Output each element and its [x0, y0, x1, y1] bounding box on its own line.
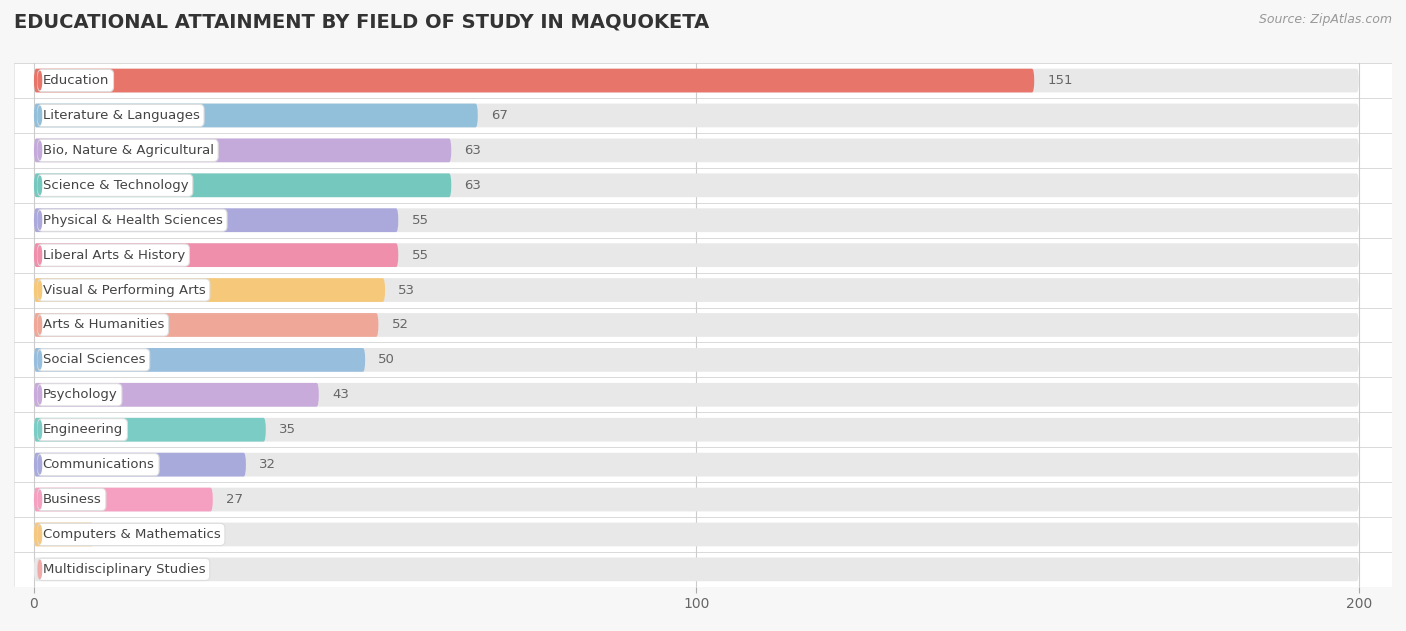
FancyBboxPatch shape [34, 208, 398, 232]
FancyBboxPatch shape [34, 488, 212, 511]
Circle shape [38, 107, 42, 124]
FancyBboxPatch shape [14, 273, 1392, 307]
FancyBboxPatch shape [14, 517, 1392, 552]
Circle shape [38, 281, 42, 299]
FancyBboxPatch shape [34, 383, 1358, 406]
FancyBboxPatch shape [34, 418, 266, 442]
Circle shape [38, 71, 42, 90]
Circle shape [38, 456, 42, 474]
FancyBboxPatch shape [14, 552, 1392, 587]
FancyBboxPatch shape [14, 63, 1392, 98]
Text: Business: Business [42, 493, 101, 506]
Circle shape [38, 490, 42, 509]
Text: 43: 43 [332, 388, 349, 401]
FancyBboxPatch shape [34, 558, 1358, 581]
Circle shape [38, 176, 42, 194]
FancyBboxPatch shape [14, 133, 1392, 168]
FancyBboxPatch shape [34, 348, 1358, 372]
FancyBboxPatch shape [34, 208, 1358, 232]
Circle shape [38, 560, 42, 579]
Text: 151: 151 [1047, 74, 1073, 87]
FancyBboxPatch shape [34, 69, 1035, 92]
FancyBboxPatch shape [14, 307, 1392, 343]
FancyBboxPatch shape [14, 168, 1392, 203]
FancyBboxPatch shape [34, 174, 1358, 197]
FancyBboxPatch shape [14, 447, 1392, 482]
Text: Science & Technology: Science & Technology [42, 179, 188, 192]
FancyBboxPatch shape [34, 244, 398, 267]
Text: 55: 55 [412, 249, 429, 262]
FancyBboxPatch shape [34, 139, 451, 162]
Text: 55: 55 [412, 214, 429, 227]
Text: 53: 53 [398, 283, 415, 297]
Text: Computers & Mathematics: Computers & Mathematics [42, 528, 221, 541]
FancyBboxPatch shape [34, 453, 1358, 476]
FancyBboxPatch shape [34, 522, 1358, 546]
Text: Social Sciences: Social Sciences [42, 353, 145, 367]
Circle shape [38, 141, 42, 160]
FancyBboxPatch shape [34, 139, 1358, 162]
FancyBboxPatch shape [14, 377, 1392, 412]
Text: 50: 50 [378, 353, 395, 367]
Circle shape [38, 351, 42, 369]
FancyBboxPatch shape [34, 522, 94, 546]
Circle shape [38, 526, 42, 543]
Text: Communications: Communications [42, 458, 155, 471]
Circle shape [38, 246, 42, 264]
FancyBboxPatch shape [14, 203, 1392, 238]
FancyBboxPatch shape [14, 98, 1392, 133]
FancyBboxPatch shape [34, 418, 1358, 442]
FancyBboxPatch shape [34, 69, 1358, 92]
Text: Visual & Performing Arts: Visual & Performing Arts [42, 283, 205, 297]
Text: Psychology: Psychology [42, 388, 117, 401]
FancyBboxPatch shape [34, 488, 1358, 511]
Text: Physical & Health Sciences: Physical & Health Sciences [42, 214, 222, 227]
Text: Arts & Humanities: Arts & Humanities [42, 319, 165, 331]
FancyBboxPatch shape [34, 313, 1358, 337]
Circle shape [38, 421, 42, 439]
Text: Multidisciplinary Studies: Multidisciplinary Studies [42, 563, 205, 576]
Text: 67: 67 [491, 109, 508, 122]
Text: Bio, Nature & Agricultural: Bio, Nature & Agricultural [42, 144, 214, 157]
FancyBboxPatch shape [34, 278, 385, 302]
FancyBboxPatch shape [14, 412, 1392, 447]
FancyBboxPatch shape [34, 383, 319, 406]
Text: 9: 9 [107, 528, 115, 541]
Text: Liberal Arts & History: Liberal Arts & History [42, 249, 184, 262]
FancyBboxPatch shape [34, 244, 1358, 267]
Text: 27: 27 [226, 493, 243, 506]
Text: Engineering: Engineering [42, 423, 122, 436]
Text: EDUCATIONAL ATTAINMENT BY FIELD OF STUDY IN MAQUOKETA: EDUCATIONAL ATTAINMENT BY FIELD OF STUDY… [14, 13, 709, 32]
Text: 32: 32 [259, 458, 276, 471]
Circle shape [38, 211, 42, 229]
FancyBboxPatch shape [14, 482, 1392, 517]
FancyBboxPatch shape [34, 103, 478, 127]
Text: 63: 63 [464, 144, 481, 157]
Text: 52: 52 [392, 319, 409, 331]
Circle shape [38, 316, 42, 334]
Text: 63: 63 [464, 179, 481, 192]
Circle shape [38, 386, 42, 404]
FancyBboxPatch shape [34, 278, 1358, 302]
Text: Education: Education [42, 74, 108, 87]
FancyBboxPatch shape [34, 103, 1358, 127]
FancyBboxPatch shape [34, 313, 378, 337]
Text: Source: ZipAtlas.com: Source: ZipAtlas.com [1258, 13, 1392, 26]
FancyBboxPatch shape [34, 453, 246, 476]
FancyBboxPatch shape [34, 348, 366, 372]
FancyBboxPatch shape [14, 238, 1392, 273]
Text: Literature & Languages: Literature & Languages [42, 109, 200, 122]
Text: 35: 35 [278, 423, 297, 436]
FancyBboxPatch shape [14, 343, 1392, 377]
FancyBboxPatch shape [34, 174, 451, 197]
Text: 0: 0 [48, 563, 56, 576]
